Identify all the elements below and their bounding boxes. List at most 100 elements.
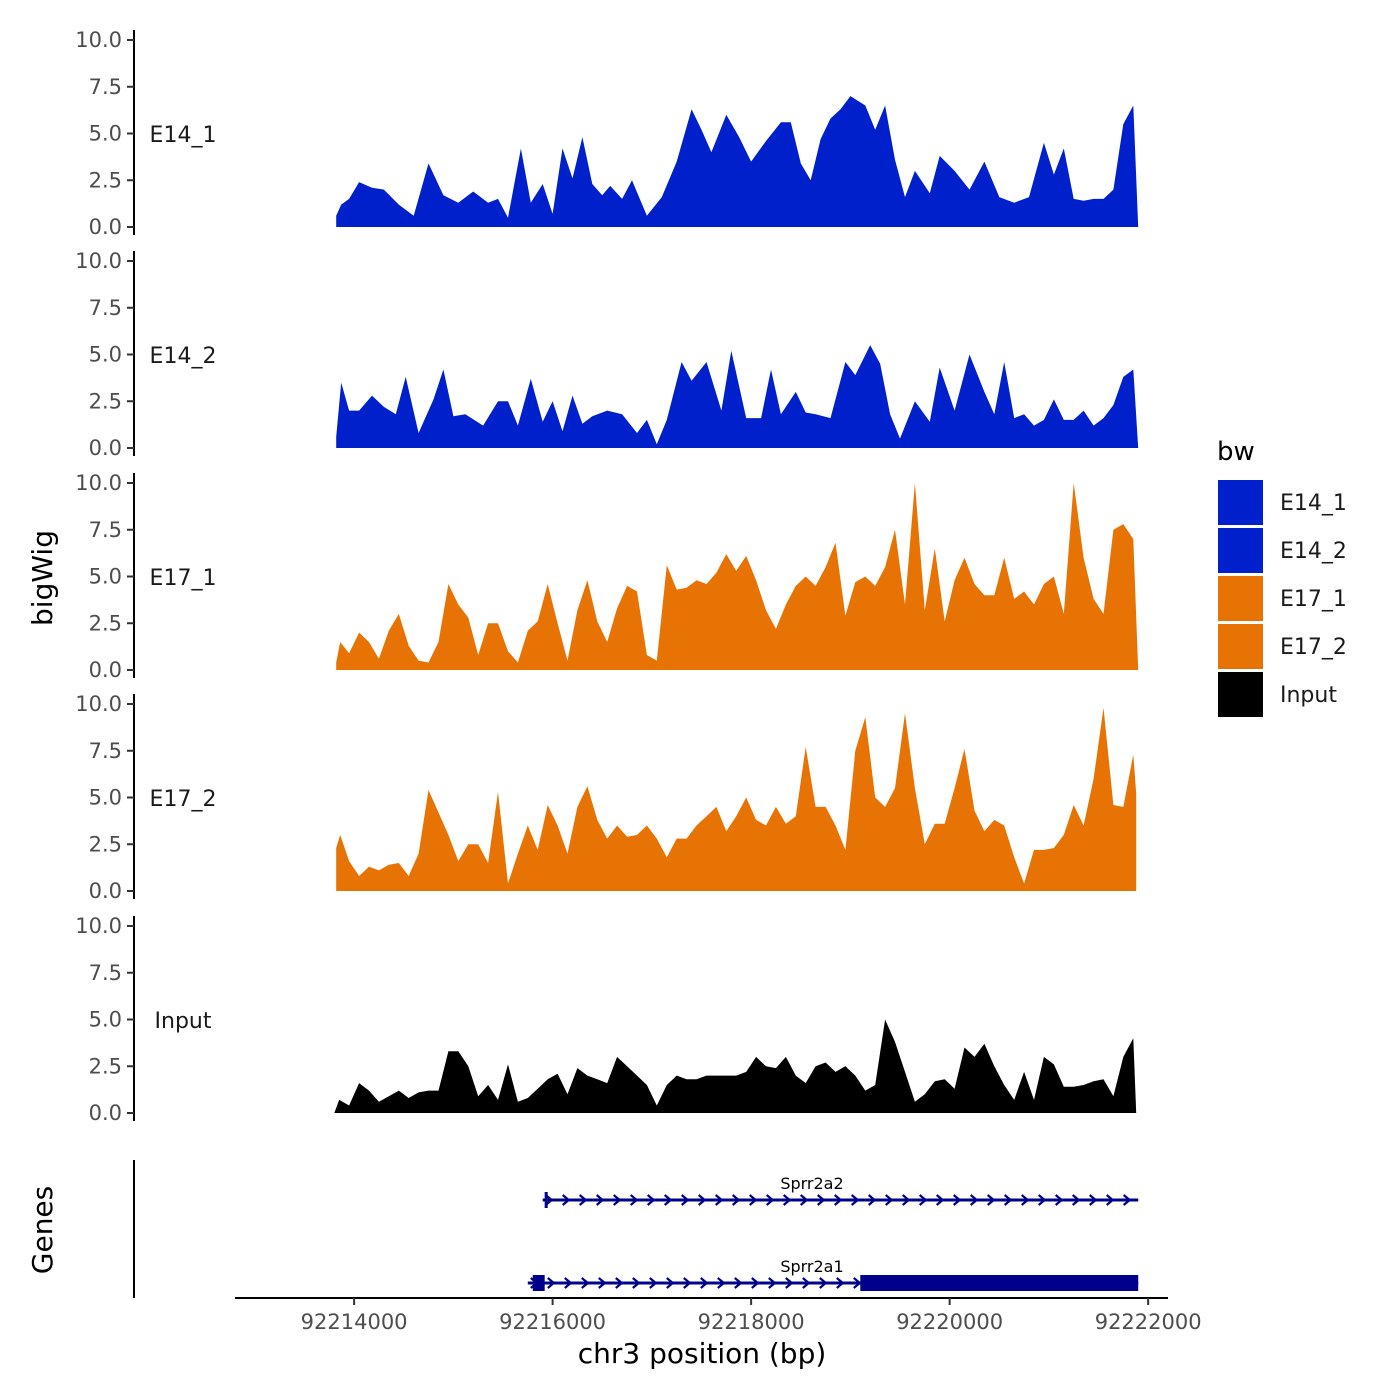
strand-chevron [595, 1194, 605, 1206]
y-tick-label: 5.0 [89, 343, 122, 367]
strand-chevron [952, 1194, 962, 1206]
strand-chevron [751, 1277, 760, 1289]
strand-chevron [564, 1277, 573, 1289]
strand-chevron [629, 1194, 639, 1206]
legend-swatch [1218, 480, 1263, 525]
x-tick-label: 92218000 [698, 1310, 805, 1334]
signal-area [336, 707, 1137, 891]
gene-label: Sprr2a1 [780, 1257, 843, 1276]
track-label: E14_2 [150, 344, 217, 369]
y-tick-label: 7.5 [89, 296, 122, 320]
legend-label: E14_1 [1280, 491, 1347, 516]
strand-chevron [935, 1194, 945, 1206]
y-tick-label: 10.0 [75, 28, 122, 52]
strand-chevron [1122, 1194, 1132, 1206]
legend-item: Input [1218, 672, 1337, 717]
y-tick-label: 5.0 [89, 786, 122, 810]
strand-chevron [581, 1277, 590, 1289]
legend-title: bw [1217, 437, 1255, 467]
strand-chevron [612, 1194, 622, 1206]
x-axis: 92214000 92216000 92218000 92220000 92222000 [235, 1297, 1202, 1334]
legend-label: Input [1280, 683, 1337, 708]
legend-item: E17_2 [1218, 624, 1347, 669]
gene-sprr2a2: Sprr2a2 [542, 1174, 1139, 1208]
strand-chevron [853, 1277, 862, 1289]
strand-chevron [734, 1277, 743, 1289]
strand-chevron [850, 1194, 860, 1206]
x-tick-label: 92216000 [499, 1310, 606, 1334]
exon-block [860, 1275, 1139, 1291]
strand-chevron [765, 1194, 775, 1206]
strand-chevron [666, 1277, 675, 1289]
strand-chevron [714, 1194, 724, 1206]
strand-chevron [683, 1277, 692, 1289]
gene-track: Sprr2a2 Sprr2a1 [133, 1160, 1139, 1298]
y-tick-label: 5.0 [89, 1008, 122, 1032]
exon-block [532, 1275, 545, 1291]
track-input: 0.0 2.5 5.0 7.5 10.0 Input [75, 914, 1137, 1125]
legend-label: E14_2 [1280, 539, 1347, 564]
strand-chevron [901, 1194, 911, 1206]
strand-chevron [1020, 1194, 1030, 1206]
x-tick-label: 92222000 [1095, 1310, 1202, 1334]
strand-chevron [731, 1194, 741, 1206]
strand-chevron [1071, 1194, 1081, 1206]
y-tick-label: 5.0 [89, 565, 122, 589]
y-tick-label: 2.5 [89, 832, 122, 856]
strand-chevron [986, 1194, 996, 1206]
x-axis-title: chr3 position (bp) [578, 1337, 827, 1370]
track-e17-1: 0.0 2.5 5.0 7.5 10.0 E17_1 [75, 471, 1139, 682]
strand-chevron [1003, 1194, 1013, 1206]
strand-chevron [748, 1194, 758, 1206]
strand-chevron [969, 1194, 979, 1206]
legend: bw E14_1 E14_2 E17_1 E17_2 Input [1217, 437, 1347, 717]
y-tick-label: 0.0 [89, 436, 122, 460]
y-tick-label: 0.0 [89, 658, 122, 682]
y-tick-label: 7.5 [89, 739, 122, 763]
legend-label: E17_2 [1280, 635, 1347, 660]
strand-chevron [663, 1194, 673, 1206]
strand-chevron [598, 1277, 607, 1289]
legend-swatch [1218, 672, 1263, 717]
y-tick-label: 10.0 [75, 249, 122, 273]
y-tick-label: 2.5 [89, 611, 122, 635]
strand-chevron [697, 1194, 707, 1206]
strand-chevron [1105, 1194, 1115, 1206]
signal-area [336, 345, 1139, 448]
legend-swatch [1218, 528, 1263, 573]
legend-item: E17_1 [1218, 576, 1347, 621]
x-tick-label: 92214000 [301, 1310, 408, 1334]
y-tick-label: 7.5 [89, 961, 122, 985]
x-tick-label: 92220000 [896, 1310, 1003, 1334]
y-tick-label: 10.0 [75, 471, 122, 495]
track-label: Input [155, 1009, 212, 1034]
signal-area [334, 1019, 1137, 1113]
y-tick-label: 10.0 [75, 914, 122, 938]
legend-swatch [1218, 624, 1263, 669]
strand-chevron [799, 1194, 809, 1206]
legend-swatch [1218, 576, 1263, 621]
strand-chevron [782, 1194, 792, 1206]
strand-chevron [867, 1194, 877, 1206]
gene-label: Sprr2a2 [780, 1174, 843, 1193]
strand-chevron [717, 1277, 726, 1289]
y-axis-title: bigWig [26, 530, 59, 626]
strand-chevron [1088, 1194, 1098, 1206]
strand-chevron [785, 1277, 794, 1289]
y-tick-label: 2.5 [89, 389, 122, 413]
y-tick-label: 2.5 [89, 168, 122, 192]
genes-axis-title: Genes [26, 1186, 59, 1274]
track-label: E14_1 [150, 123, 217, 148]
gene-sprr2a1: Sprr2a1 [527, 1257, 1139, 1291]
legend-item: E14_2 [1218, 528, 1347, 573]
strand-chevron [680, 1194, 690, 1206]
legend-item: E14_1 [1218, 480, 1347, 525]
strand-chevron [700, 1277, 709, 1289]
track-e14-2: 0.0 2.5 5.0 7.5 10.0 E14_2 [75, 249, 1139, 460]
signal-area [336, 96, 1139, 227]
strand-chevron [836, 1277, 845, 1289]
track-label: E17_1 [150, 566, 217, 591]
strand-chevron [884, 1194, 894, 1206]
y-tick-label: 2.5 [89, 1054, 122, 1078]
